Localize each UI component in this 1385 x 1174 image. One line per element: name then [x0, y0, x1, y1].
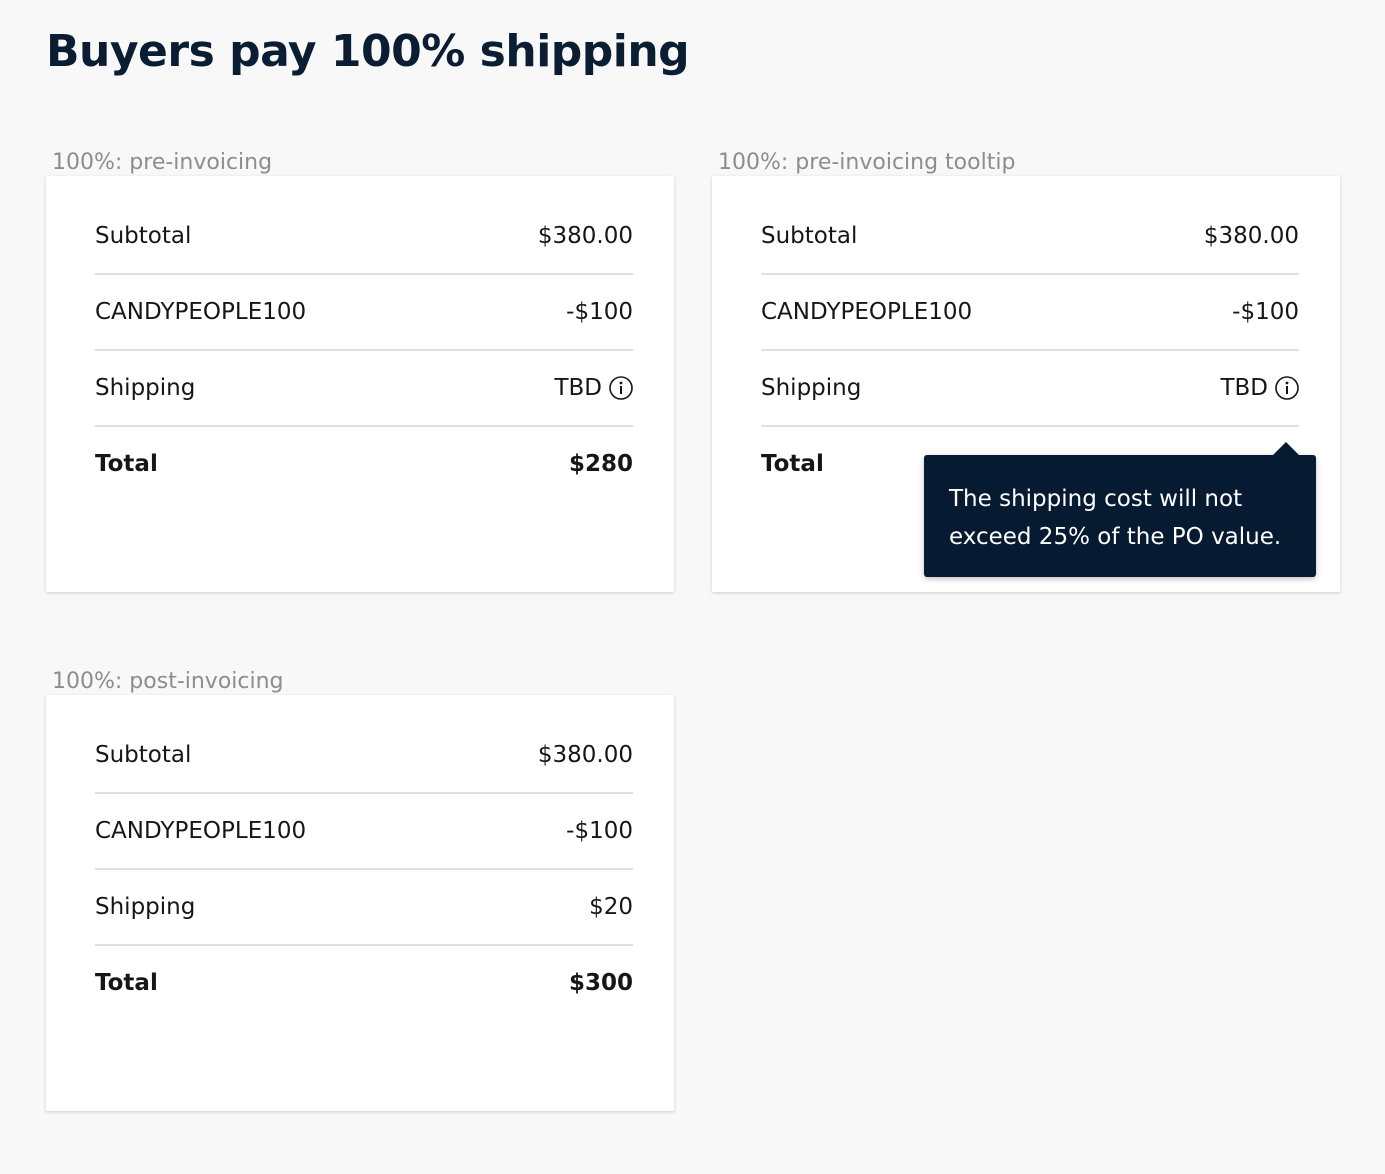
shipping-row: Shipping TBD — [761, 351, 1299, 427]
section-label: 100%: post-invoicing — [52, 669, 284, 694]
discount-code-label: CANDYPEOPLE100 — [95, 299, 307, 325]
subtotal-value: $380.00 — [1204, 223, 1299, 249]
summary-rows: Subtotal $380.00 CANDYPEOPLE100 -$100 Sh… — [761, 199, 1299, 503]
discount-code-label: CANDYPEOPLE100 — [95, 818, 307, 844]
shipping-label: Shipping — [95, 894, 196, 920]
shipping-value: TBD — [1220, 375, 1299, 401]
subtotal-label: Subtotal — [95, 223, 192, 249]
discount-value: -$100 — [566, 818, 633, 844]
total-row: Total $300 — [95, 946, 633, 1022]
total-label: Total — [95, 970, 158, 996]
subtotal-row: Subtotal $380.00 — [95, 199, 633, 275]
total-value: $300 — [569, 970, 633, 996]
shipping-tooltip: The shipping cost will not exceed 25% of… — [924, 442, 1316, 577]
shipping-label: Shipping — [761, 375, 862, 401]
shipping-row: Shipping $20 — [95, 870, 633, 946]
info-icon[interactable] — [609, 376, 633, 400]
discount-value: -$100 — [1232, 299, 1299, 325]
discount-row: CANDYPEOPLE100 -$100 — [95, 794, 633, 870]
shipping-row: Shipping TBD — [95, 351, 633, 427]
subtotal-label: Subtotal — [95, 742, 192, 768]
shipping-value: TBD — [554, 375, 633, 401]
discount-amount: -$100 — [566, 818, 633, 844]
shipping-value: $20 — [589, 894, 633, 920]
discount-amount: -$100 — [1232, 299, 1299, 325]
order-summary-card: Subtotal $380.00 CANDYPEOPLE100 -$100 Sh… — [712, 176, 1340, 592]
discount-amount: -$100 — [566, 299, 633, 325]
tooltip-text-line-2: exceed 25% of the PO value. — [949, 524, 1282, 550]
order-summary-card: Subtotal $380.00 CANDYPEOPLE100 -$100 Sh… — [46, 176, 674, 592]
shipping-amount: TBD — [554, 375, 602, 401]
section-label: 100%: pre-invoicing tooltip — [718, 150, 1016, 175]
subtotal-value: $380.00 — [538, 742, 633, 768]
summary-rows: Subtotal $380.00 CANDYPEOPLE100 -$100 Sh… — [95, 199, 633, 503]
section-label: 100%: pre-invoicing — [52, 150, 273, 175]
total-value: $280 — [569, 451, 633, 477]
discount-value: -$100 — [566, 299, 633, 325]
shipping-amount: $20 — [589, 894, 633, 920]
discount-row: CANDYPEOPLE100 -$100 — [761, 275, 1299, 351]
subtotal-row: Subtotal $380.00 — [95, 718, 633, 794]
subtotal-value: $380.00 — [538, 223, 633, 249]
subtotal-amount: $380.00 — [537, 742, 633, 768]
discount-row: CANDYPEOPLE100 -$100 — [95, 275, 633, 351]
page-title: Buyers pay 100% shipping — [46, 26, 690, 77]
total-label: Total — [95, 451, 158, 477]
discount-code-label: CANDYPEOPLE100 — [761, 299, 973, 325]
info-icon[interactable] — [1275, 376, 1299, 400]
summary-rows: Subtotal $380.00 CANDYPEOPLE100 -$100 Sh… — [95, 718, 633, 1022]
tooltip-text-line-1: The shipping cost will not — [949, 486, 1243, 512]
subtotal-amount: $380.00 — [1203, 223, 1299, 249]
total-amount: $300 — [568, 970, 633, 996]
shipping-amount: TBD — [1220, 375, 1268, 401]
shipping-label: Shipping — [95, 375, 196, 401]
order-summary-card: Subtotal $380.00 CANDYPEOPLE100 -$100 Sh… — [46, 695, 674, 1111]
subtotal-row: Subtotal $380.00 — [761, 199, 1299, 275]
subtotal-label: Subtotal — [761, 223, 858, 249]
subtotal-amount: $380.00 — [537, 223, 633, 249]
tooltip-caret — [1272, 442, 1300, 456]
total-label: Total — [761, 451, 824, 477]
total-row: Total $280 — [95, 427, 633, 503]
total-amount: $280 — [568, 451, 633, 477]
total-row: Total — [761, 427, 1299, 503]
